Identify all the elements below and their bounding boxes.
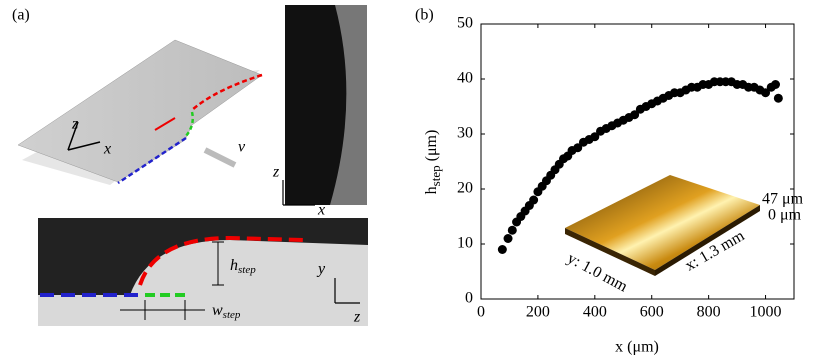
axes-arrows (67, 121, 101, 151)
green-dash (185, 111, 194, 137)
data-point (529, 195, 539, 205)
red-arrow (154, 117, 176, 131)
x-tick-label: 600 (640, 304, 664, 321)
y-tick-label: 40 (457, 70, 473, 87)
panel-label: (b) (415, 7, 434, 24)
data-point (590, 132, 600, 142)
data-point (503, 234, 513, 243)
axis-label: x (317, 202, 325, 219)
v-arrow (203, 147, 237, 168)
axis-label: z (272, 164, 280, 181)
x-axis-label: x (μm) (615, 339, 659, 356)
photo-bright (38, 240, 368, 326)
data-point (507, 225, 517, 235)
panel-label: (a) (12, 7, 30, 24)
y-tick-label: 30 (457, 125, 473, 142)
axis-label: z (353, 309, 361, 326)
blue-dash (117, 136, 187, 185)
x-tick-label: 400 (583, 304, 607, 321)
data-point (771, 80, 781, 89)
w-step-label: wstep (212, 302, 241, 321)
red-dash (191, 73, 263, 111)
data-point (497, 245, 507, 254)
inset-surface (565, 175, 760, 270)
x-tick-label: 0 (477, 304, 485, 321)
data-point (761, 88, 771, 98)
image-axes (282, 180, 315, 206)
axis-label: x (103, 141, 111, 158)
data-point (773, 93, 783, 103)
inset-side (565, 228, 655, 276)
y-tick-label: 50 (457, 15, 473, 32)
data-point (573, 143, 583, 153)
x-tick-label: 200 (526, 304, 550, 321)
velocity-label: v (238, 139, 246, 156)
axis-label: z (71, 116, 79, 133)
axis-label: y (316, 261, 326, 278)
x-tick-label: 1000 (750, 304, 782, 321)
micrograph-bright (330, 5, 367, 205)
y-tick-label: 0 (465, 290, 473, 307)
x-tick-label: 800 (697, 304, 721, 321)
plot-frame (480, 23, 795, 300)
h-step-label: hstep (230, 257, 256, 276)
red-dash (138, 235, 306, 286)
inset-label: 47 μm (762, 191, 804, 208)
y-tick-label: 20 (457, 180, 473, 197)
y-axis-label: hstep (μm) (423, 130, 443, 195)
data-point (630, 110, 640, 120)
inset-side (655, 205, 760, 276)
photo-axes (334, 278, 360, 304)
y-tick-label: 10 (457, 235, 473, 252)
inset-label: 0 μm (768, 207, 802, 224)
dimension-lines (120, 241, 224, 320)
